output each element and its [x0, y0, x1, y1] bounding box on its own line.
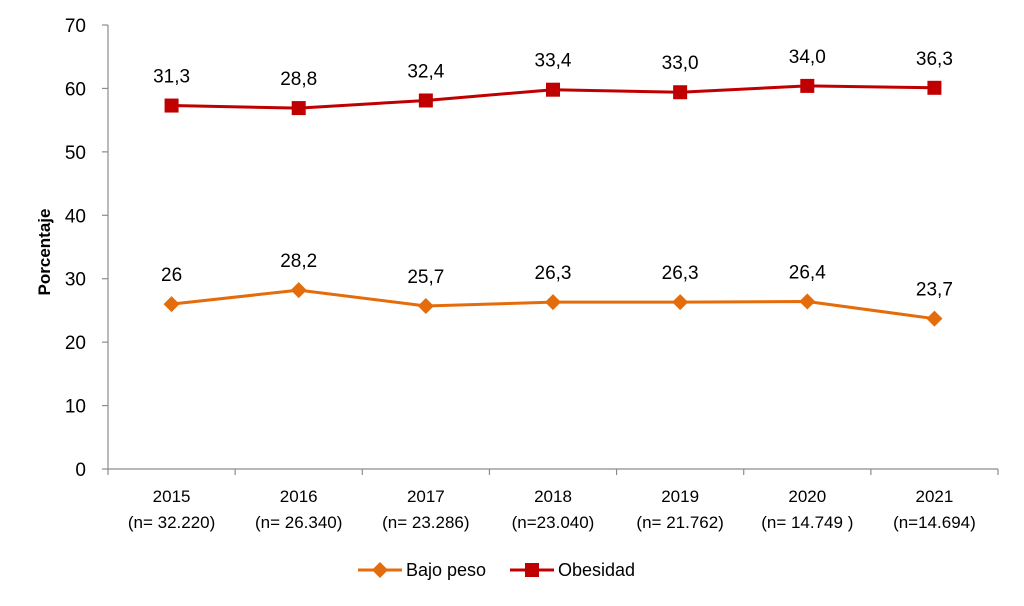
x-tick-label-n: (n= 21.762) [636, 513, 723, 532]
x-tick-label-n: (n=23.040) [512, 513, 595, 532]
data-point-marker [800, 78, 815, 93]
y-tick-label: 40 [65, 206, 86, 227]
data-point-marker [799, 293, 816, 310]
legend: Bajo peso Obesidad [358, 560, 635, 580]
legend-marker [525, 563, 539, 577]
data-label: 26 [161, 265, 182, 286]
x-tick-label-n: (n= 26.340) [255, 513, 342, 532]
y-tick-label: 0 [75, 460, 86, 481]
data-label: 28,8 [280, 69, 317, 90]
data-label: 26,3 [535, 263, 572, 284]
data-point-marker [673, 85, 688, 100]
axes [107, 25, 998, 470]
x-tick-label-year: 2019 [661, 487, 699, 506]
x-tick-label-n: (n= 14.749 ) [761, 513, 853, 532]
series-group: 26 28,2 25,7 26,3 26,3 26,4 23,7 31,3 28,8 32,4 33… [153, 47, 953, 327]
data-point-marker [417, 297, 434, 314]
x-tick-label-year: 2016 [280, 487, 318, 506]
y-tick-label: 10 [65, 397, 86, 418]
y-tick-label: 50 [65, 143, 86, 164]
data-point-marker [291, 101, 306, 116]
y-axis-ticks: 0 10 20 30 40 50 60 70 [65, 16, 108, 481]
data-point-marker [418, 93, 433, 108]
legend-label: Bajo peso [406, 560, 486, 580]
y-tick-label: 60 [65, 79, 86, 100]
data-label: 26,4 [789, 263, 826, 284]
data-label: 36,3 [916, 49, 953, 70]
legend-item-obesidad: Obesidad [510, 560, 635, 580]
series-bajo-peso: 26 28,2 25,7 26,3 26,3 26,4 23,7 [161, 251, 953, 327]
data-label: 26,3 [662, 263, 699, 284]
data-point-marker [545, 294, 561, 311]
series-obesidad: 31,3 28,8 32,4 33,4 33,0 34,0 36,3 [153, 47, 953, 116]
x-tick-label-n: (n= 32.220) [128, 513, 215, 532]
data-point-marker [546, 82, 560, 97]
x-tick-label-year: 2020 [788, 487, 826, 506]
data-label: 32,4 [407, 61, 444, 82]
x-tick-label-n: (n= 23.286) [382, 513, 469, 532]
x-tick-label-year: 2015 [153, 487, 191, 506]
data-label: 25,7 [407, 267, 444, 288]
legend-item-bajo-peso: Bajo peso [358, 560, 486, 580]
data-point-marker [926, 310, 943, 327]
y-tick-label: 70 [65, 16, 86, 37]
data-label: 34,0 [789, 47, 826, 68]
legend-marker [372, 562, 388, 578]
data-label: 28,2 [280, 251, 317, 272]
legend-label: Obesidad [558, 560, 635, 580]
data-label: 23,7 [916, 280, 953, 301]
y-axis-title: Porcentaje [35, 209, 54, 296]
data-point-marker [672, 294, 689, 311]
x-axis-ticks: 2015 (n= 32.220) 2016 (n= 26.340) 2017 (n= 23… [107, 469, 999, 532]
x-tick-label-year: 2018 [534, 487, 572, 506]
x-tick-label-year: 2021 [916, 487, 954, 506]
y-tick-label: 30 [65, 270, 86, 291]
data-point-marker [164, 98, 179, 113]
data-point-marker [927, 80, 942, 95]
y-tick-label: 20 [65, 333, 86, 354]
x-tick-label-year: 2017 [407, 487, 445, 506]
data-point-marker [290, 282, 307, 299]
data-point-marker [163, 296, 180, 313]
x-tick-label-n: (n=14.694) [893, 513, 976, 532]
data-label: 33,0 [662, 53, 699, 74]
data-label: 33,4 [535, 51, 572, 72]
data-label: 31,3 [153, 67, 190, 88]
